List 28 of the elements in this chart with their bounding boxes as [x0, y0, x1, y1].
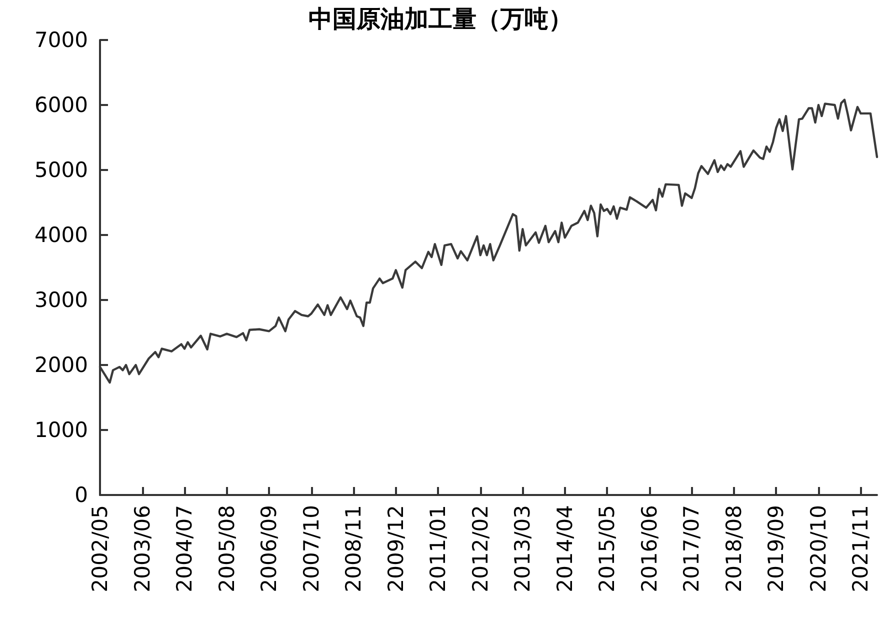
x-tick-label: 2020/10 [806, 505, 830, 592]
x-tick-label: 2015/05 [595, 505, 620, 592]
x-tick-label: 2005/08 [214, 505, 239, 592]
x-tick-label: 2004/07 [172, 505, 197, 592]
x-tick-label: 2008/11 [342, 505, 366, 592]
y-tick-label: 3000 [34, 288, 88, 312]
x-tick-label: 2021/11 [848, 505, 873, 592]
x-tick-label: 2016/06 [637, 505, 662, 592]
chart-title: 中国原油加工量（万吨） [308, 5, 572, 33]
y-tick-label: 2000 [34, 353, 88, 377]
x-tick-label: 2012/02 [468, 505, 492, 592]
y-tick-label: 0 [74, 483, 88, 507]
x-tick-label: 2009/12 [384, 505, 408, 592]
y-tick-label: 7000 [34, 28, 88, 52]
y-tick-label: 4000 [34, 223, 88, 247]
x-tick-label: 2017/07 [680, 505, 704, 592]
y-tick-label: 6000 [34, 93, 88, 117]
y-tick-label: 5000 [34, 158, 88, 182]
x-tick-label: 2013/03 [510, 505, 535, 592]
x-tick-label: 2007/10 [299, 505, 324, 592]
y-tick-label: 1000 [34, 418, 88, 442]
x-tick-label: 2003/06 [130, 505, 154, 592]
x-tick-label: 2006/09 [257, 505, 282, 592]
x-tick-label: 2018/08 [722, 505, 746, 592]
x-tick-label: 2014/04 [552, 505, 577, 592]
x-tick-label: 2011/01 [426, 505, 450, 592]
x-tick-label: 2002/05 [88, 505, 112, 592]
x-tick-label: 2019/09 [764, 505, 788, 592]
